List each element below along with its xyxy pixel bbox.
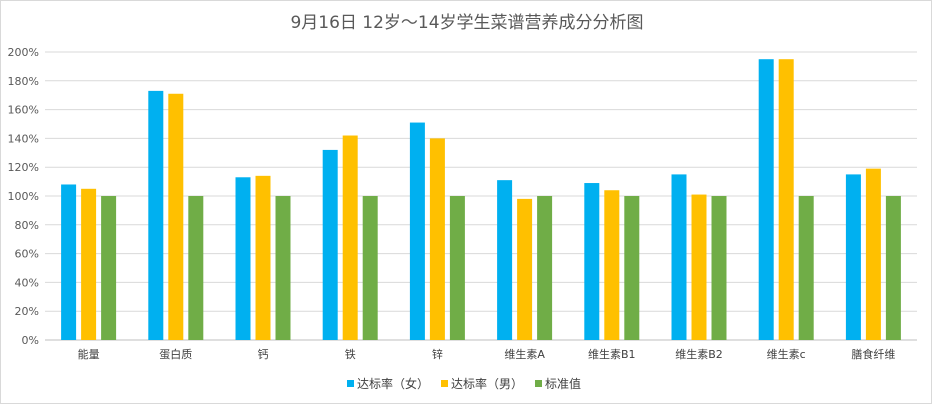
x-category-label: 钙	[258, 347, 269, 361]
legend-label: 达标率（男）	[451, 376, 523, 391]
bar	[691, 194, 707, 340]
bar	[517, 198, 533, 340]
legend-label: 标准值	[545, 376, 581, 391]
bar	[778, 59, 794, 340]
bar	[235, 177, 251, 340]
bar	[497, 180, 513, 340]
bar	[61, 184, 77, 340]
legend: 达标率（女） 达标率（男） 标准值	[347, 376, 581, 391]
bar	[409, 122, 425, 340]
bar	[188, 196, 204, 340]
bar	[255, 175, 271, 340]
y-tick-label: 60%	[15, 248, 39, 261]
legend-swatch	[535, 380, 542, 387]
bar	[624, 196, 640, 340]
y-tick-label: 20%	[15, 305, 39, 318]
x-category-label: 能量	[78, 347, 100, 361]
bar	[342, 135, 358, 340]
bars	[61, 59, 901, 340]
y-tick-label: 180%	[8, 75, 39, 88]
bar	[798, 196, 814, 340]
bar	[865, 168, 881, 340]
bar	[537, 196, 553, 340]
x-category-label: 维生素B1	[588, 347, 636, 361]
y-tick-label: 200%	[8, 46, 39, 59]
x-category-label: 维生素B2	[675, 347, 723, 361]
bar	[449, 196, 465, 340]
bar	[148, 90, 164, 340]
y-tick-label: 120%	[8, 161, 39, 174]
y-axis-ticks: 0% 20% 40% 60% 80% 100% 120% 140% 160% 180% 200%	[8, 46, 39, 347]
bar	[101, 196, 117, 340]
y-tick-label: 160%	[8, 104, 39, 117]
bar	[322, 149, 338, 340]
bar	[584, 183, 600, 340]
y-tick-label: 140%	[8, 132, 39, 145]
bar	[362, 196, 378, 340]
x-category-label: 维生素c	[767, 347, 806, 361]
y-tick-label: 40%	[15, 276, 39, 289]
bar	[604, 190, 620, 340]
bar	[429, 138, 445, 340]
legend-label: 达标率（女）	[357, 376, 429, 391]
bar	[671, 174, 687, 340]
legend-swatch	[441, 380, 448, 387]
chart-title: 9月16日 12岁～14岁学生菜谱营养成分分析图	[290, 13, 643, 33]
x-category-label: 膳食纤维	[851, 347, 895, 361]
bar	[845, 174, 861, 340]
bar	[275, 196, 291, 340]
y-tick-label: 0%	[22, 334, 39, 347]
x-axis-labels: 能量 蛋白质 钙 铁 锌 维生素A 维生素B1 维生素B2 维生素c 膳食纤维	[78, 347, 896, 361]
x-category-label: 维生素A	[504, 347, 545, 361]
bar	[81, 188, 97, 340]
y-tick-label: 100%	[8, 190, 39, 203]
bar	[885, 196, 901, 340]
bar	[711, 196, 727, 340]
bar	[758, 59, 774, 340]
x-category-label: 蛋白质	[159, 347, 192, 361]
bar	[168, 93, 184, 340]
y-tick-label: 80%	[15, 219, 39, 232]
x-category-label: 锌	[432, 347, 443, 361]
x-category-label: 铁	[345, 348, 356, 361]
legend-swatch	[347, 380, 354, 387]
